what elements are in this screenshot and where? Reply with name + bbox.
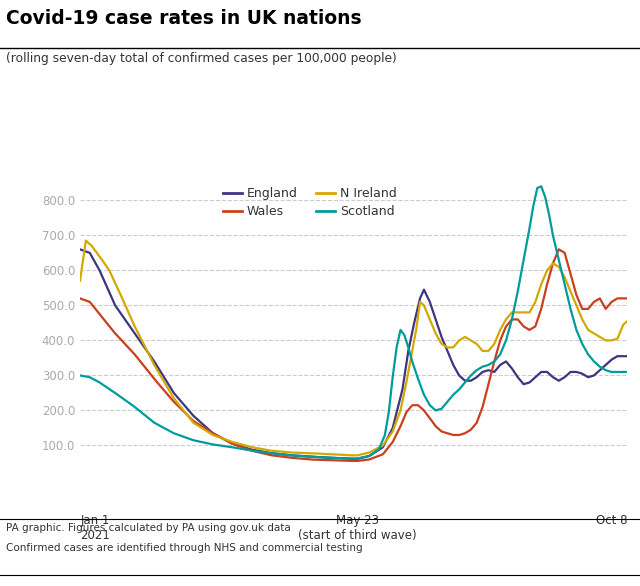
Text: Jan 1
2021: Jan 1 2021 bbox=[80, 514, 110, 542]
Legend: England, Wales, N Ireland, Scotland: England, Wales, N Ireland, Scotland bbox=[218, 182, 402, 223]
Text: May 23
(start of third wave): May 23 (start of third wave) bbox=[298, 514, 417, 542]
Text: Oct 8: Oct 8 bbox=[596, 514, 627, 527]
Text: Covid-19 case rates in UK nations: Covid-19 case rates in UK nations bbox=[6, 9, 362, 28]
Text: PA graphic. Figures calculated by PA using gov.uk data: PA graphic. Figures calculated by PA usi… bbox=[6, 523, 291, 533]
Text: (rolling seven-day total of confirmed cases per 100,000 people): (rolling seven-day total of confirmed ca… bbox=[6, 52, 397, 64]
Text: Confirmed cases are identified through NHS and commercial testing: Confirmed cases are identified through N… bbox=[6, 543, 363, 553]
